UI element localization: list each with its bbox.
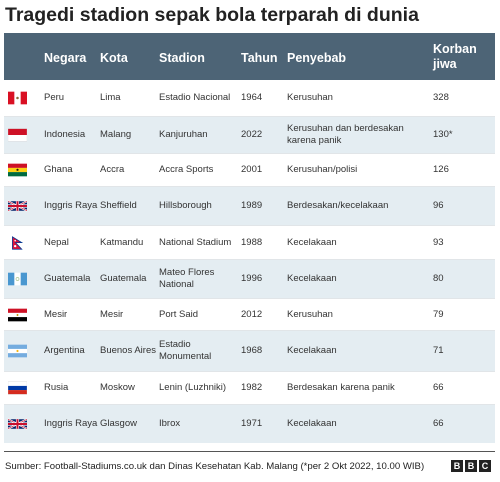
nepal-flag-icon [8,235,27,250]
cell-negara: Nepal [44,236,69,248]
indonesia-flag-icon [8,128,27,142]
cell-tahun: 1996 [241,273,263,284]
footer-divider [4,451,495,452]
cell-negara: Mesir [44,308,68,320]
table-row: Ghana Accra Accra Sports 2001 Kerusuhan/poli… [4,153,495,186]
table-row: Inggris Raya Sheffield Hillsborough 1989 Ber… [4,186,495,225]
cell-negara: Argentina [44,345,85,356]
cell-kota: Lima [100,92,121,103]
cell-tahun: 1968 [241,345,263,356]
table-row: Inggris Raya Glasgow Ibrox 1971 Kecelakaan 66 [4,404,495,443]
page-title: Tragedi stadion sepak bola terparah di d… [5,4,419,26]
cell-stadion: Accra Sports [159,164,214,175]
cell-kota: Malang [100,129,132,140]
cell-tahun: 1988 [241,236,263,248]
cell-negara: Inggris Raya [44,200,98,211]
cell-kota: Sheffield [100,200,137,211]
cell-stadion: Kanjuruhan [159,129,208,140]
cell-penyebab: Kecelakaan [287,418,337,429]
col-kota: Kota [100,51,128,65]
table-header: Negara Kota Stadion Tahun Penyebab Korba… [4,33,495,80]
col-korban: Korban jiwa [433,42,493,72]
cell-korban: 66 [433,382,444,393]
cell-kota: Accra [100,164,125,175]
bbc-logo-c: C [479,460,491,472]
cell-penyebab: Kerusuhan dan berdesakan karena panik [287,123,404,146]
cell-korban: 96 [433,200,444,211]
peru-flag-icon [8,91,27,105]
cell-penyebab: Kecelakaan [287,345,337,356]
cell-stadion: Estadio Monumental [159,339,212,362]
col-korban-line2: jiwa [433,57,457,71]
cell-negara: Guatemala [44,273,91,284]
cell-tahun: 2001 [241,164,263,175]
bbc-logo-b2: B [465,460,477,472]
col-stadion: Stadion [159,51,205,65]
cell-penyebab: Kecelakaan [287,236,337,248]
cell-penyebab: Kerusuhan [287,308,333,320]
cell-penyebab: Kecelakaan [287,273,337,284]
cell-tahun: 2022 [241,129,263,140]
col-negara: Negara [44,51,87,65]
uk-flag-icon [8,199,27,213]
table-row: Peru Lima Estadio Nacional 1964 Kerusuhan 328 [4,80,495,116]
guatemala-flag-icon [8,272,27,286]
uk-flag-icon [8,417,27,431]
cell-kota: Glasgow [100,418,137,429]
cell-tahun: 1982 [241,382,263,393]
cell-penyebab: Kerusuhan/polisi [287,164,358,175]
cell-korban: 130* [433,129,453,140]
russia-flag-icon [8,381,27,395]
cell-tahun: 1964 [241,92,263,103]
col-tahun: Tahun [241,51,278,65]
table-row: Mesir Mesir Port Said 2012 Kerusuhan 79 [4,298,495,330]
table-row: Guatemala Guatemala Mateo Flores National 1… [4,259,495,298]
cell-negara: Ghana [44,164,73,175]
table-row: Argentina Buenos Aires Estadio Monumental 1… [4,330,495,371]
cell-penyebab: Kerusuhan [287,92,333,103]
cell-negara: Peru [44,92,65,103]
cell-negara: Inggris Raya [44,418,98,429]
cell-korban: 328 [433,92,449,103]
cell-penyebab: Berdesakan karena panik [287,382,395,393]
col-penyebab: Penyebab [287,51,347,65]
cell-tahun: 1989 [241,200,263,211]
table-row: Rusia Moskow Lenin (Luzhniki) 1982 Berdesaka… [4,371,495,404]
cell-stadion: Hillsborough [159,200,212,211]
cell-stadion: Estadio Nacional [159,92,231,103]
cell-stadion: Lenin (Luzhniki) [159,382,227,393]
argentina-flag-icon [8,344,27,358]
cell-penyebab: Berdesakan/kecelakaan [287,200,389,211]
cell-korban: 79 [433,308,444,320]
cell-stadion: Mateo Flores National [159,267,215,290]
cell-korban: 66 [433,418,444,429]
cell-negara: Rusia [44,382,69,393]
cell-kota: Katmandu [100,236,144,248]
bbc-logo: B B C [451,460,491,472]
table-row: Nepal Katmandu National Stadium 1988 Kecelak… [4,225,495,259]
egypt-flag-icon [8,308,27,322]
cell-stadion: Port Said [159,308,199,320]
cell-stadion: National Stadium [159,236,232,248]
cell-kota: Mesir [100,308,124,320]
cell-kota: Guatemala [100,273,147,284]
cell-tahun: 2012 [241,308,263,320]
cell-korban: 126 [433,164,449,175]
tragedy-table: Negara Kota Stadion Tahun Penyebab Korba… [4,33,495,443]
cell-stadion: Ibrox [159,418,181,429]
cell-korban: 93 [433,236,444,248]
source-note: Sumber: Football-Stadiums.co.uk dan Dina… [5,461,425,472]
bbc-logo-b1: B [451,460,463,472]
cell-negara: Indonesia [44,129,86,140]
cell-kota: Moskow [100,382,135,393]
col-korban-line1: Korban [433,42,477,56]
table-row: Indonesia Malang Kanjuruhan 2022 Kerusuhan d… [4,116,495,153]
cell-korban: 80 [433,273,444,284]
cell-kota: Buenos Aires [100,345,156,356]
ghana-flag-icon [8,163,27,177]
cell-tahun: 1971 [241,418,263,429]
cell-korban: 71 [433,345,444,356]
table-body: Peru Lima Estadio Nacional 1964 Kerusuhan 328… [4,80,495,443]
